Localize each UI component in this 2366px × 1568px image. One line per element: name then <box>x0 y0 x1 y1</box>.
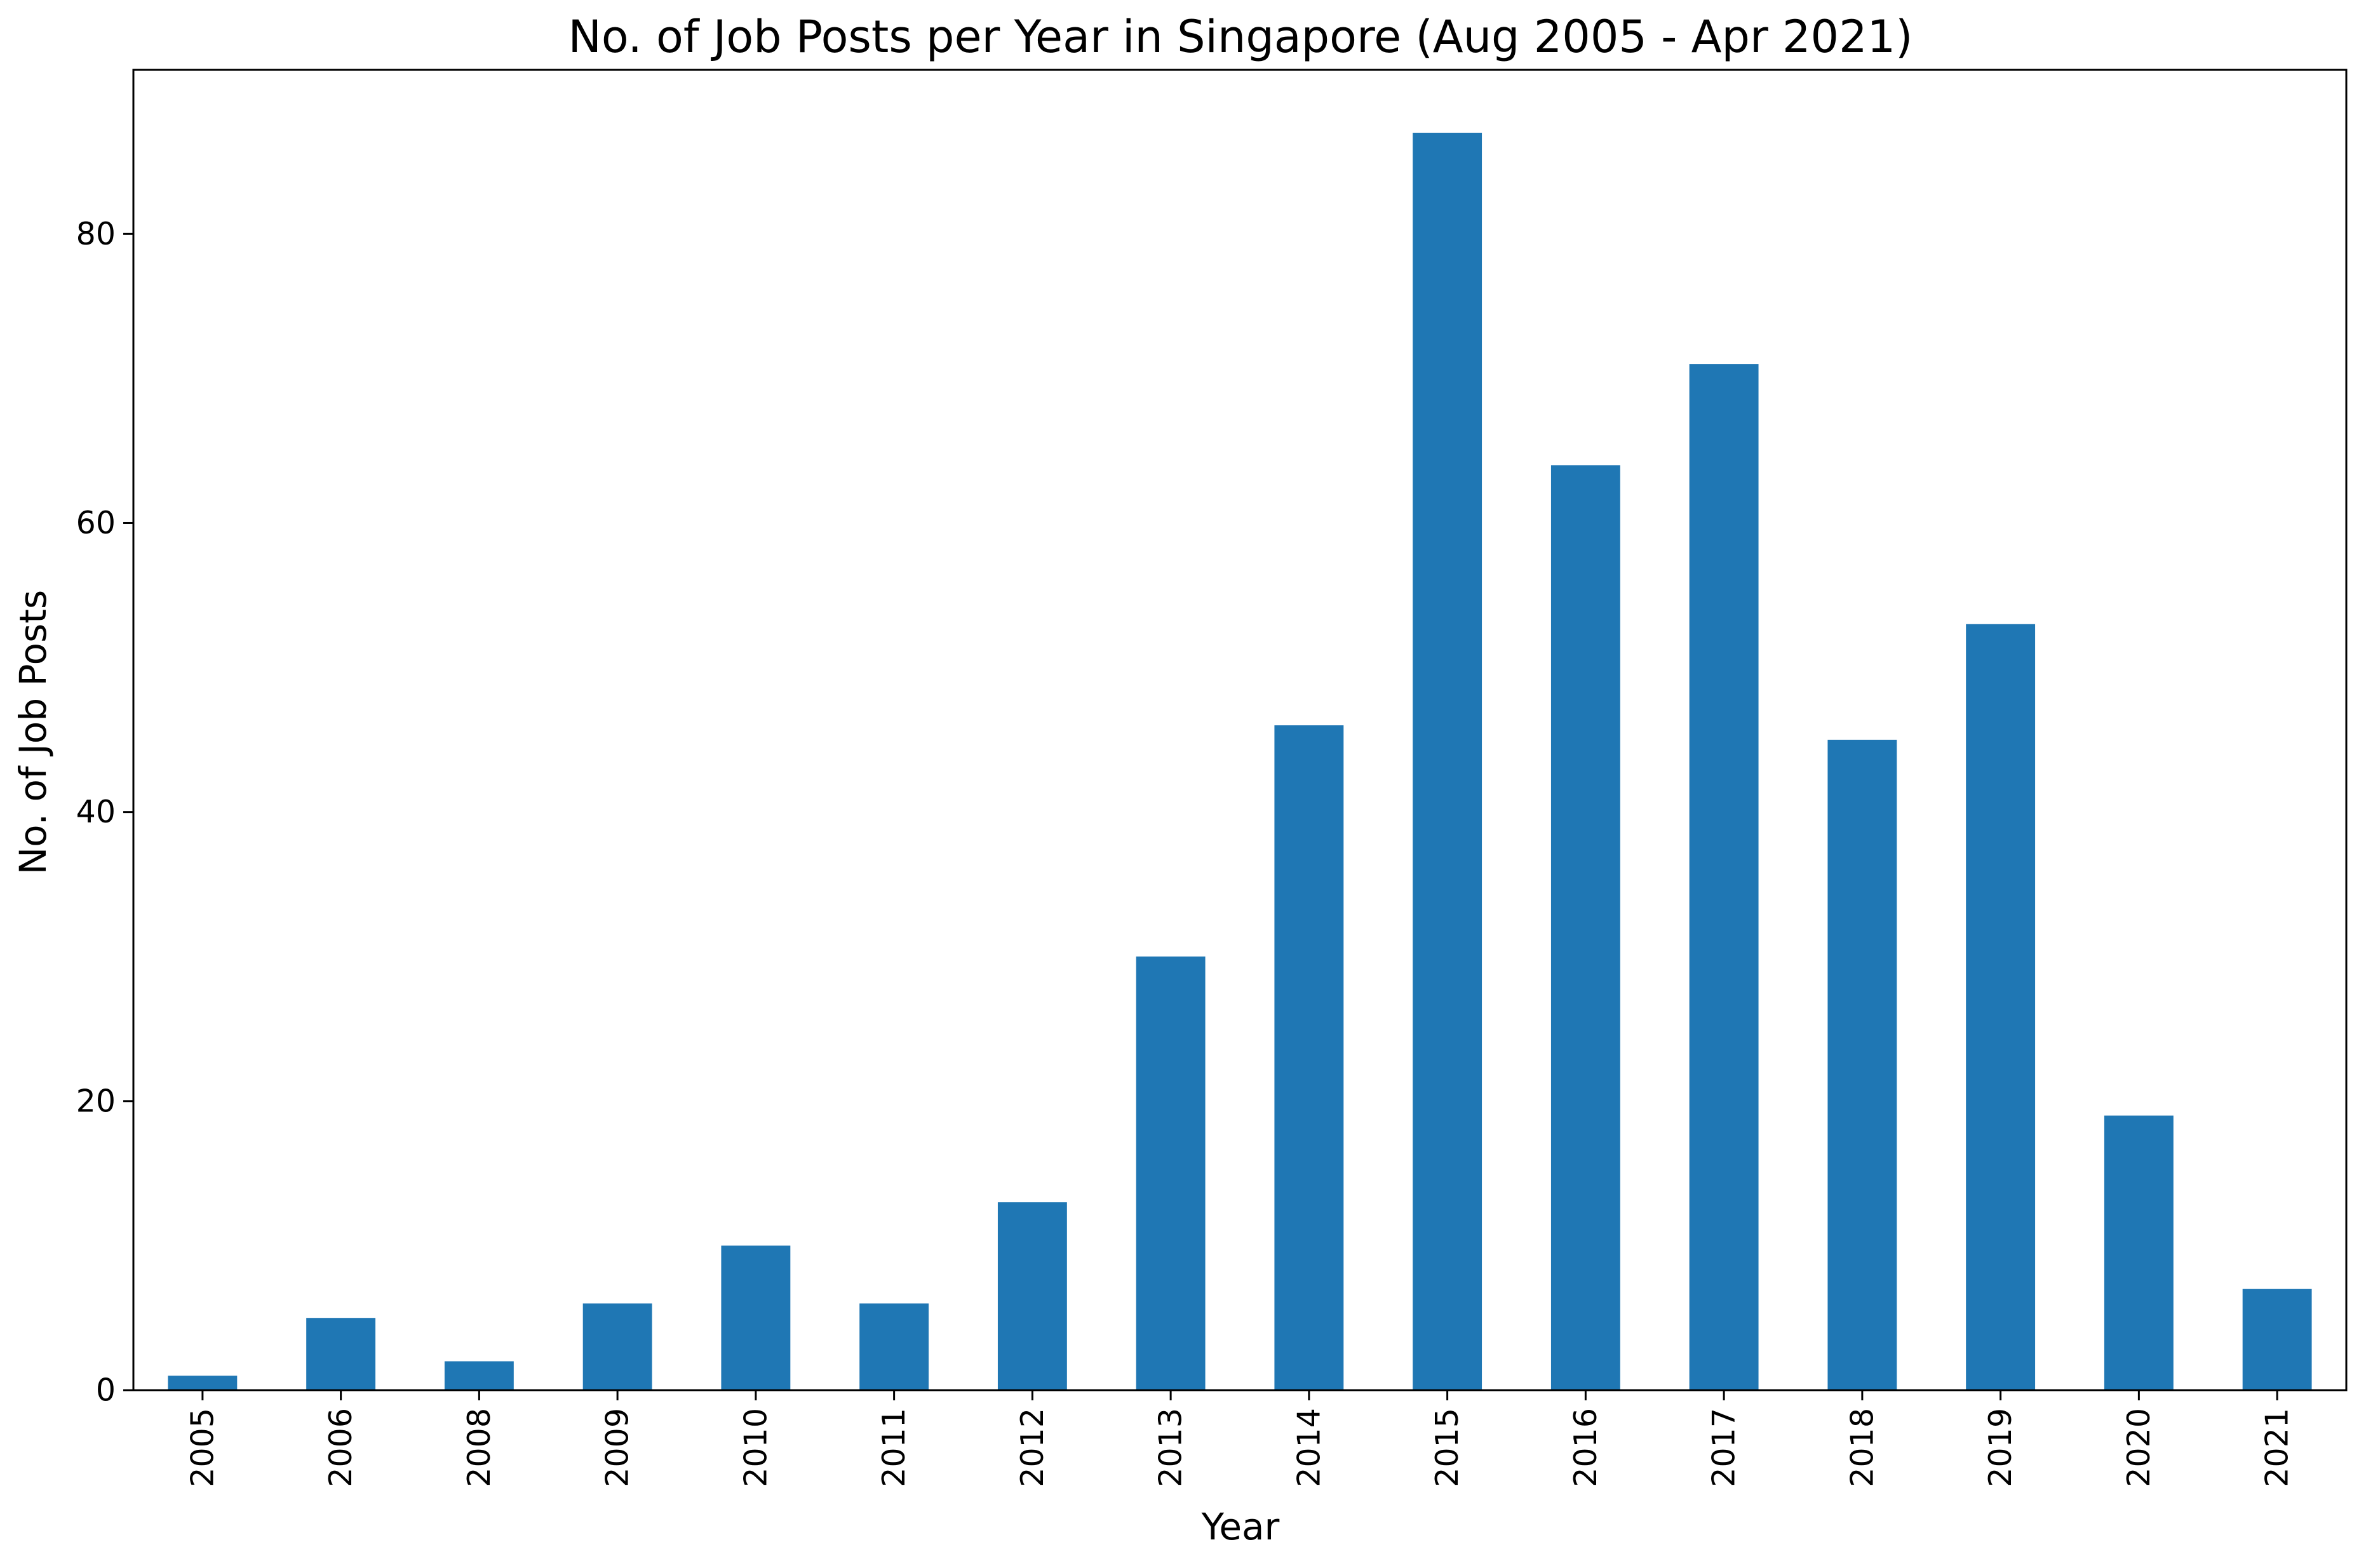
x-tick-label-2015: 2015 <box>1429 1408 1465 1487</box>
bar-2021 <box>2242 1289 2312 1390</box>
y-tick-label-40: 40 <box>76 794 116 830</box>
bar-2020 <box>2104 1115 2174 1390</box>
x-tick-label-2019: 2019 <box>1982 1408 2019 1487</box>
bar-2011 <box>859 1303 929 1390</box>
y-tick-label-60: 60 <box>76 505 116 541</box>
x-axis-title: Year <box>1201 1505 1280 1548</box>
x-tick-label-2017: 2017 <box>1706 1408 1742 1487</box>
x-tick-label-2006: 2006 <box>323 1408 359 1487</box>
x-tick-label-2008: 2008 <box>461 1408 497 1487</box>
bar-2015 <box>1413 133 1482 1390</box>
x-axis-ticks: 2005 2006 2008 2009 2010 2011 2012 2013 2014 2015… <box>184 1390 2295 1487</box>
x-tick-label-2018: 2018 <box>1844 1408 1880 1487</box>
x-tick-label-2013: 2013 <box>1153 1408 1189 1487</box>
bar-2014 <box>1274 725 1344 1390</box>
x-tick-label-2011: 2011 <box>876 1408 912 1487</box>
x-tick-label-2021: 2021 <box>2259 1408 2295 1487</box>
bars <box>168 133 2312 1391</box>
bar-2018 <box>1827 739 1897 1390</box>
y-axis-ticks: 0 20 40 60 80 <box>76 216 133 1409</box>
bar-2008 <box>444 1361 514 1390</box>
y-tick-label-0: 0 <box>96 1372 116 1409</box>
bar-2016 <box>1550 465 1620 1391</box>
x-tick-label-2010: 2010 <box>737 1408 774 1487</box>
x-tick-label-2014: 2014 <box>1291 1408 1327 1487</box>
y-axis-title: No. of Job Posts <box>11 590 55 874</box>
bar-2017 <box>1689 364 1759 1390</box>
bar-2019 <box>1966 624 2036 1390</box>
y-tick-label-20: 20 <box>76 1083 116 1119</box>
x-tick-label-2009: 2009 <box>600 1408 636 1487</box>
bar-2013 <box>1136 956 1206 1390</box>
bar-2009 <box>582 1303 652 1390</box>
chart-title: No. of Job Posts per Year in Singapore (… <box>568 11 1913 63</box>
x-tick-label-2012: 2012 <box>1014 1408 1051 1487</box>
x-tick-label-2020: 2020 <box>2121 1408 2157 1487</box>
bar-2005 <box>168 1376 238 1390</box>
plot-frame <box>132 69 2348 1391</box>
y-tick-label-80: 80 <box>76 216 116 252</box>
bar-2012 <box>997 1202 1067 1390</box>
x-tick-label-2005: 2005 <box>184 1408 220 1487</box>
bar-2006 <box>306 1318 376 1390</box>
bar-2010 <box>721 1245 791 1390</box>
x-tick-label-2016: 2016 <box>1568 1408 1604 1487</box>
